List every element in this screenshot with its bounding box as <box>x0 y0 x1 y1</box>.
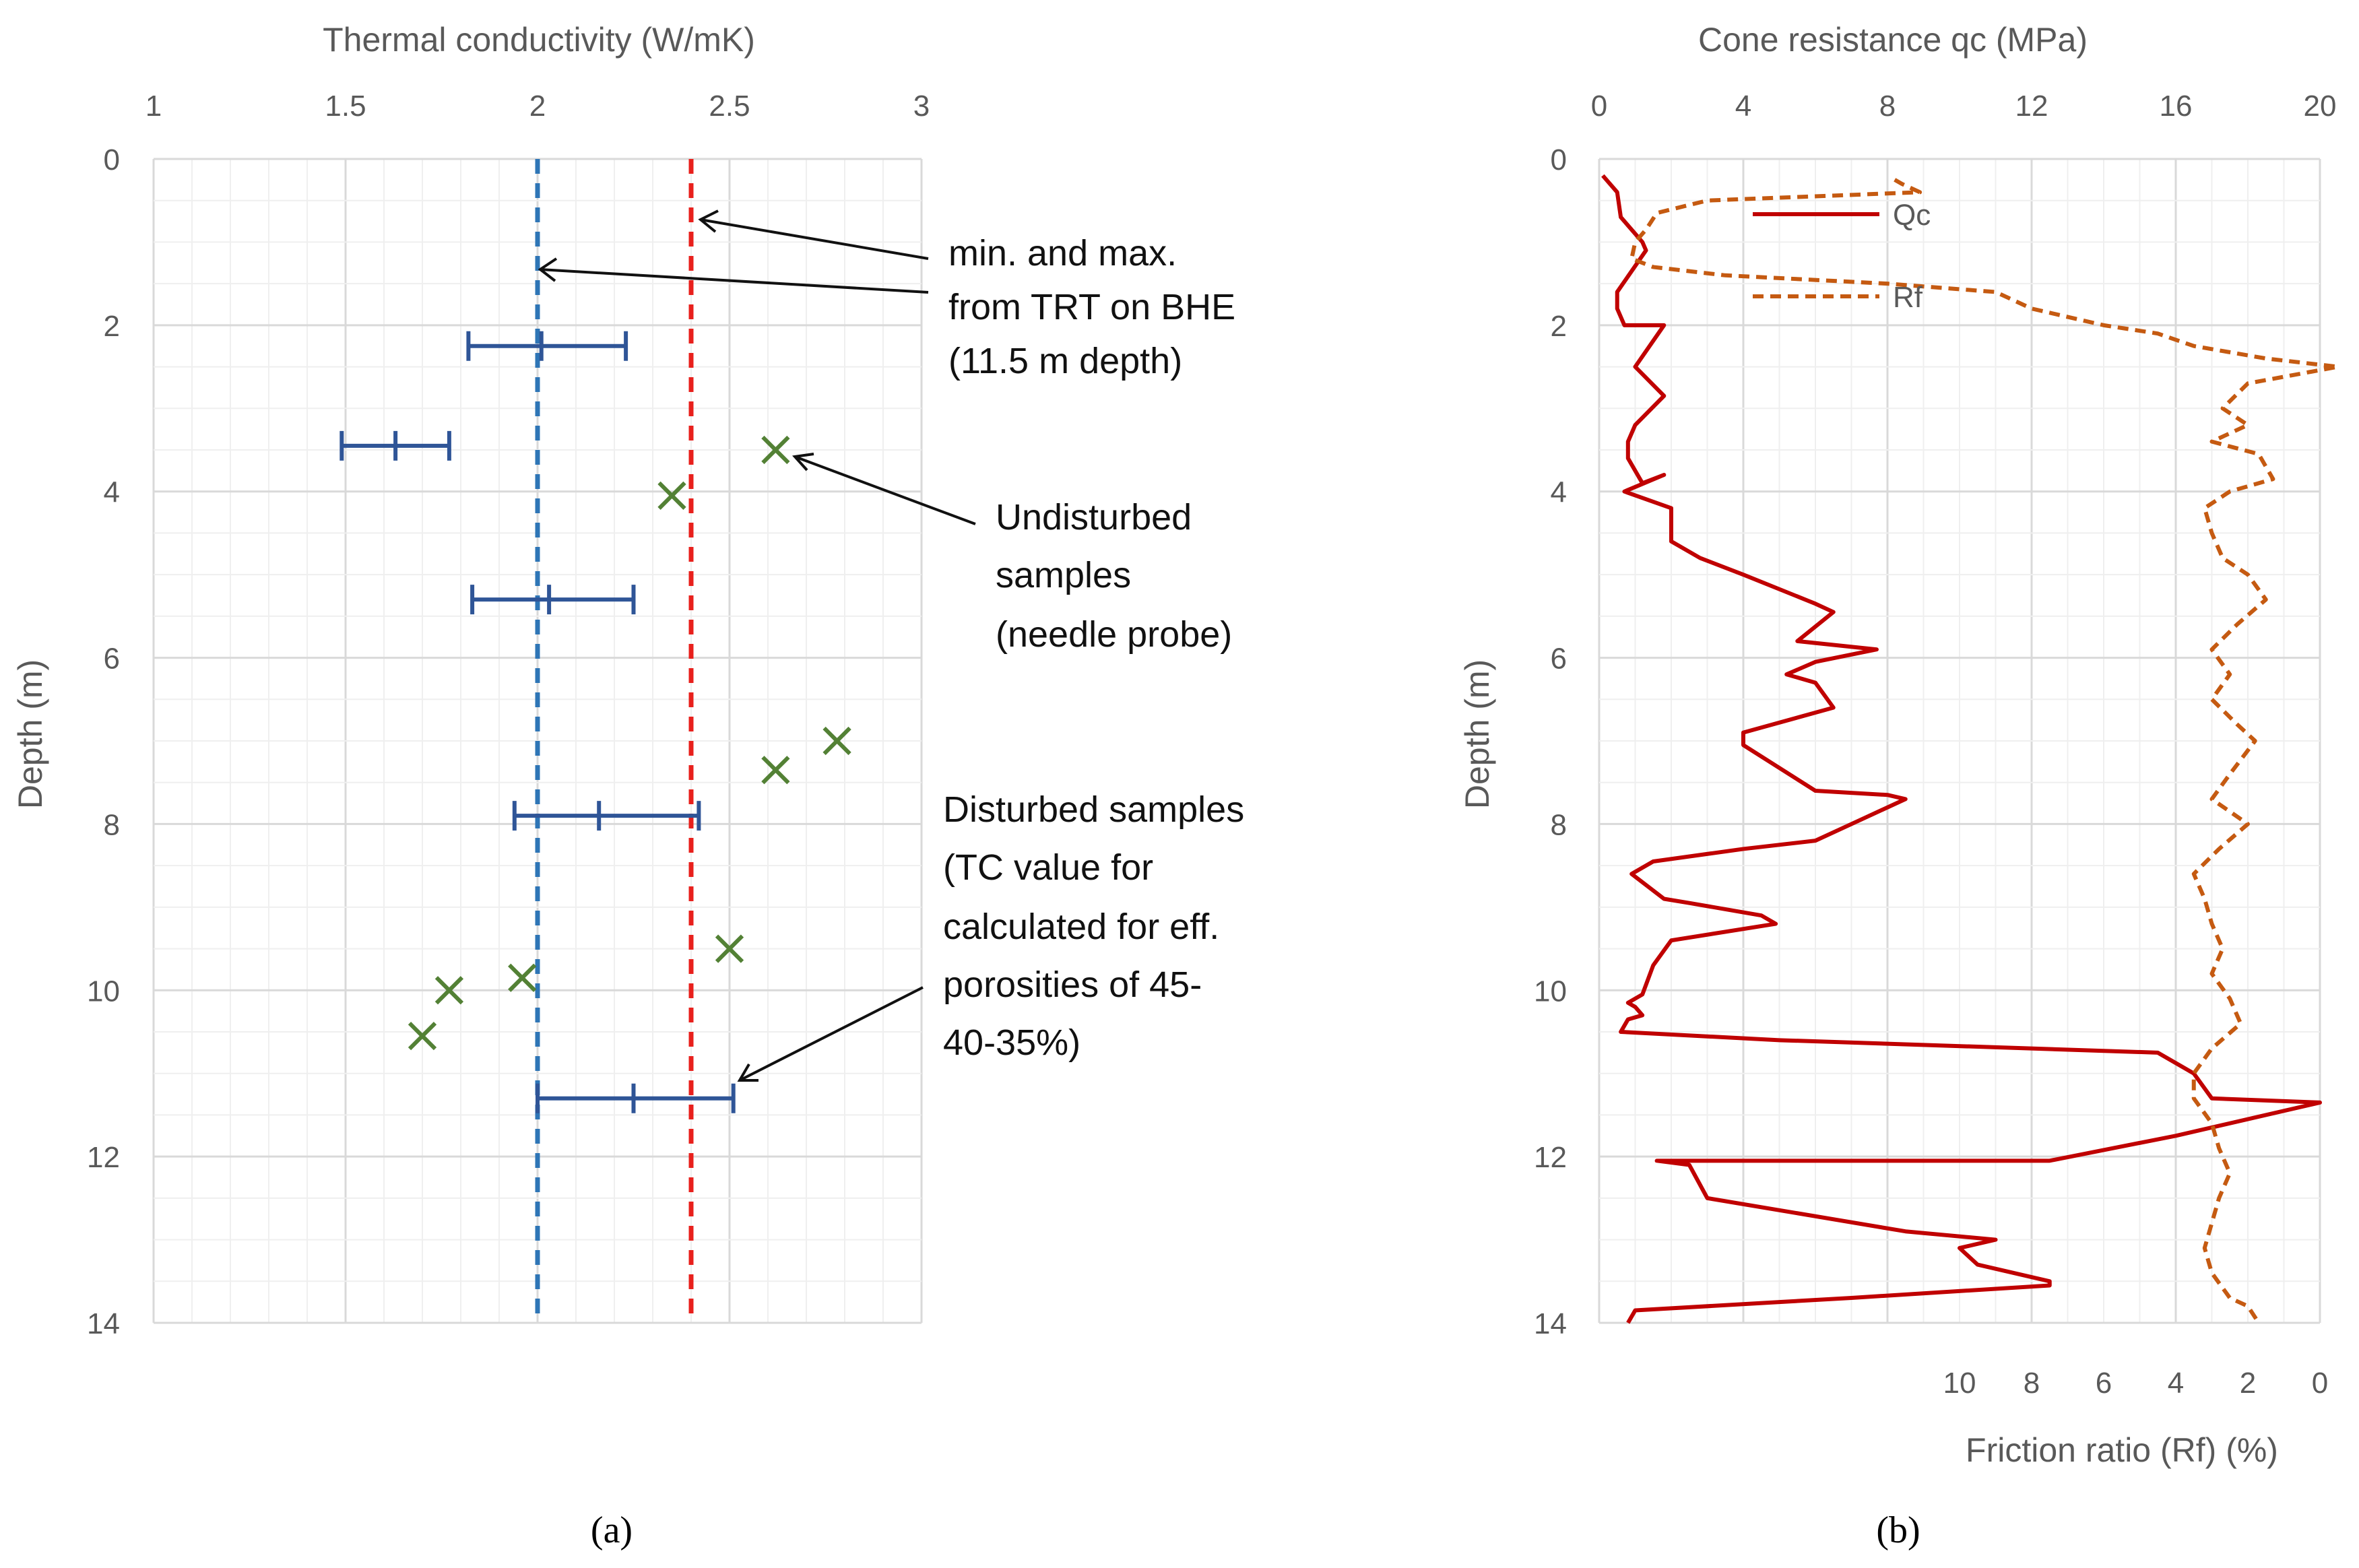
chart-b-x-tick: 20 <box>2304 90 2337 123</box>
undisturbed-sample-marker <box>822 726 851 756</box>
chart-a-x-tick: 1 <box>146 90 162 123</box>
chart-a-y-tick: 2 <box>104 310 120 343</box>
chart-a-x-tick: 1.5 <box>325 90 366 123</box>
chart-a-x-axis-title: Thermal conductivity (W/mK) <box>323 21 755 59</box>
chart-b-x-tick: 0 <box>1591 90 1607 123</box>
marker-stroke <box>508 963 537 992</box>
chart-a-reference-lines <box>535 159 694 1323</box>
chart-b-x-tick-labels: 0 4 8 12 16 20 <box>1591 90 2337 123</box>
annotation-undisturbed: Undisturbed samples (needle probe) <box>792 453 1232 655</box>
annotation-undisturbed-arrow <box>794 455 976 525</box>
chart-b-y-tick: 0 <box>1551 143 1567 176</box>
chart-a-y-tick: 4 <box>104 476 120 509</box>
chart-b-x2-axis-title: Friction ratio (Rf) (%) <box>1966 1431 2278 1469</box>
annotation-disturbed-line-3: calculated for eff. <box>943 907 1219 947</box>
panel-a-label: (a) <box>591 1509 633 1551</box>
chart-a-y-tick: 14 <box>87 1307 120 1340</box>
annotation-trt-arrow-min <box>540 268 929 294</box>
chart-panel-a: 1 1.5 2 2.5 3 0 2 4 6 8 10 12 14 Thermal conductivi… <box>11 21 1244 1551</box>
chart-b-x2-tick: 0 <box>2312 1367 2328 1400</box>
chart-a-undisturbed-samples <box>408 435 851 1051</box>
series-qc-line <box>1601 174 2322 1324</box>
chart-a-y-tick: 12 <box>87 1141 120 1174</box>
chart-b-x2-tick: 6 <box>2096 1367 2112 1400</box>
chart-b-y-tick: 10 <box>1534 975 1567 1008</box>
annotation-disturbed-arrowhead <box>737 1063 758 1082</box>
annotation-disturbed-line-2: (TC value for <box>943 847 1153 888</box>
annotation-disturbed-line-4: porosities of 45- <box>943 965 1202 1005</box>
chart-a-y-tick-labels: 0 2 4 6 8 10 12 14 <box>87 143 120 1340</box>
chart-b-x-axis-title: Cone resistance qc (MPa) <box>1698 21 2088 59</box>
chart-b-series <box>1601 174 2340 1324</box>
chart-b-gridlines <box>1598 158 2321 1324</box>
chart-b-y-tick: 12 <box>1534 1141 1567 1174</box>
chart-a-y-axis-title: Depth (m) <box>11 659 49 809</box>
chart-b-x2-tick-labels: 10 8 6 4 2 0 <box>1943 1367 2329 1400</box>
chart-a-x-tick-labels: 1 1.5 2 2.5 3 <box>146 90 930 123</box>
chart-a-y-tick: 6 <box>104 643 120 676</box>
annotation-disturbed-line-5: 40-35%) <box>943 1022 1080 1063</box>
annotation-disturbed-arrow <box>739 986 924 1082</box>
chart-b-legend: Qc Rf <box>1753 199 1931 314</box>
marker-stroke <box>434 976 464 1005</box>
annotation-undisturbed-line-2: samples <box>996 555 1131 595</box>
chart-b-y-tick: 2 <box>1551 310 1567 343</box>
annotation-disturbed: Disturbed samples (TC value for calculat… <box>737 789 1244 1082</box>
chart-b-x-tick: 4 <box>1735 90 1751 123</box>
chart-b-x2-tick: 4 <box>2168 1367 2184 1400</box>
chart-b-y-tick: 14 <box>1534 1307 1567 1340</box>
annotation-trt-arrowhead-min <box>538 257 558 282</box>
chart-a-y-tick: 10 <box>87 975 120 1008</box>
chart-b-y-tick-labels: 0 2 4 6 8 10 12 14 <box>1534 143 1567 1340</box>
chart-a-x-tick: 2.5 <box>709 90 750 123</box>
undisturbed-sample-marker <box>508 963 537 992</box>
chart-a-y-tick: 8 <box>104 808 120 841</box>
undisturbed-sample-marker <box>761 756 790 785</box>
annotation-undisturbed-line-1: Undisturbed <box>996 497 1192 537</box>
annotation-trt-arrow-max <box>700 218 929 260</box>
undisturbed-sample-marker <box>715 934 744 963</box>
undisturbed-sample-marker <box>408 1022 437 1051</box>
chart-a-x-tick: 3 <box>913 90 930 123</box>
annotation-undisturbed-line-3: (needle probe) <box>996 614 1232 655</box>
chart-b-y-tick: 8 <box>1551 808 1567 841</box>
chart-b-x2-tick: 2 <box>2240 1367 2256 1400</box>
chart-a-x-tick: 2 <box>529 90 546 123</box>
chart-a-disturbed-samples <box>340 331 736 1113</box>
chart-a-gridlines <box>152 158 923 1324</box>
chart-b-x2-tick: 10 <box>1943 1367 1976 1400</box>
legend-rf-label: Rf <box>1893 281 1923 314</box>
marker-stroke <box>408 1022 437 1051</box>
chart-b-y-axis-title: Depth (m) <box>1458 659 1496 809</box>
marker-stroke <box>822 726 851 756</box>
annotation-disturbed-line-1: Disturbed samples <box>943 789 1244 830</box>
chart-b-x-tick: 16 <box>2160 90 2193 123</box>
undisturbed-sample-marker <box>657 481 686 511</box>
chart-a-y-tick: 0 <box>104 143 120 176</box>
annotation-trt: min. and max. from TRT on BHE (11.5 m de… <box>538 209 1235 381</box>
chart-b-y-tick: 6 <box>1551 643 1567 676</box>
annotation-trt-line-1: min. and max. <box>948 233 1177 273</box>
annotation-undisturbed-arrowhead <box>792 453 814 471</box>
marker-stroke <box>761 756 790 785</box>
marker-stroke <box>657 481 686 511</box>
annotation-trt-arrowhead-max <box>698 209 719 233</box>
chart-b-x-tick: 12 <box>2015 90 2048 123</box>
annotation-trt-line-3: (11.5 m depth) <box>948 341 1182 381</box>
annotation-trt-line-2: from TRT on BHE <box>948 287 1235 327</box>
panel-b-label: (b) <box>1876 1509 1920 1551</box>
series-rf-line <box>1629 178 2340 1324</box>
marker-stroke <box>715 934 744 963</box>
legend-qc-label: Qc <box>1893 199 1931 232</box>
chart-b-y-tick: 4 <box>1551 476 1567 509</box>
chart-b-x-tick: 8 <box>1879 90 1896 123</box>
undisturbed-sample-marker <box>434 976 464 1005</box>
chart-b-x2-tick: 8 <box>2024 1367 2040 1400</box>
marker-stroke <box>761 435 790 465</box>
undisturbed-sample-marker <box>761 435 790 465</box>
